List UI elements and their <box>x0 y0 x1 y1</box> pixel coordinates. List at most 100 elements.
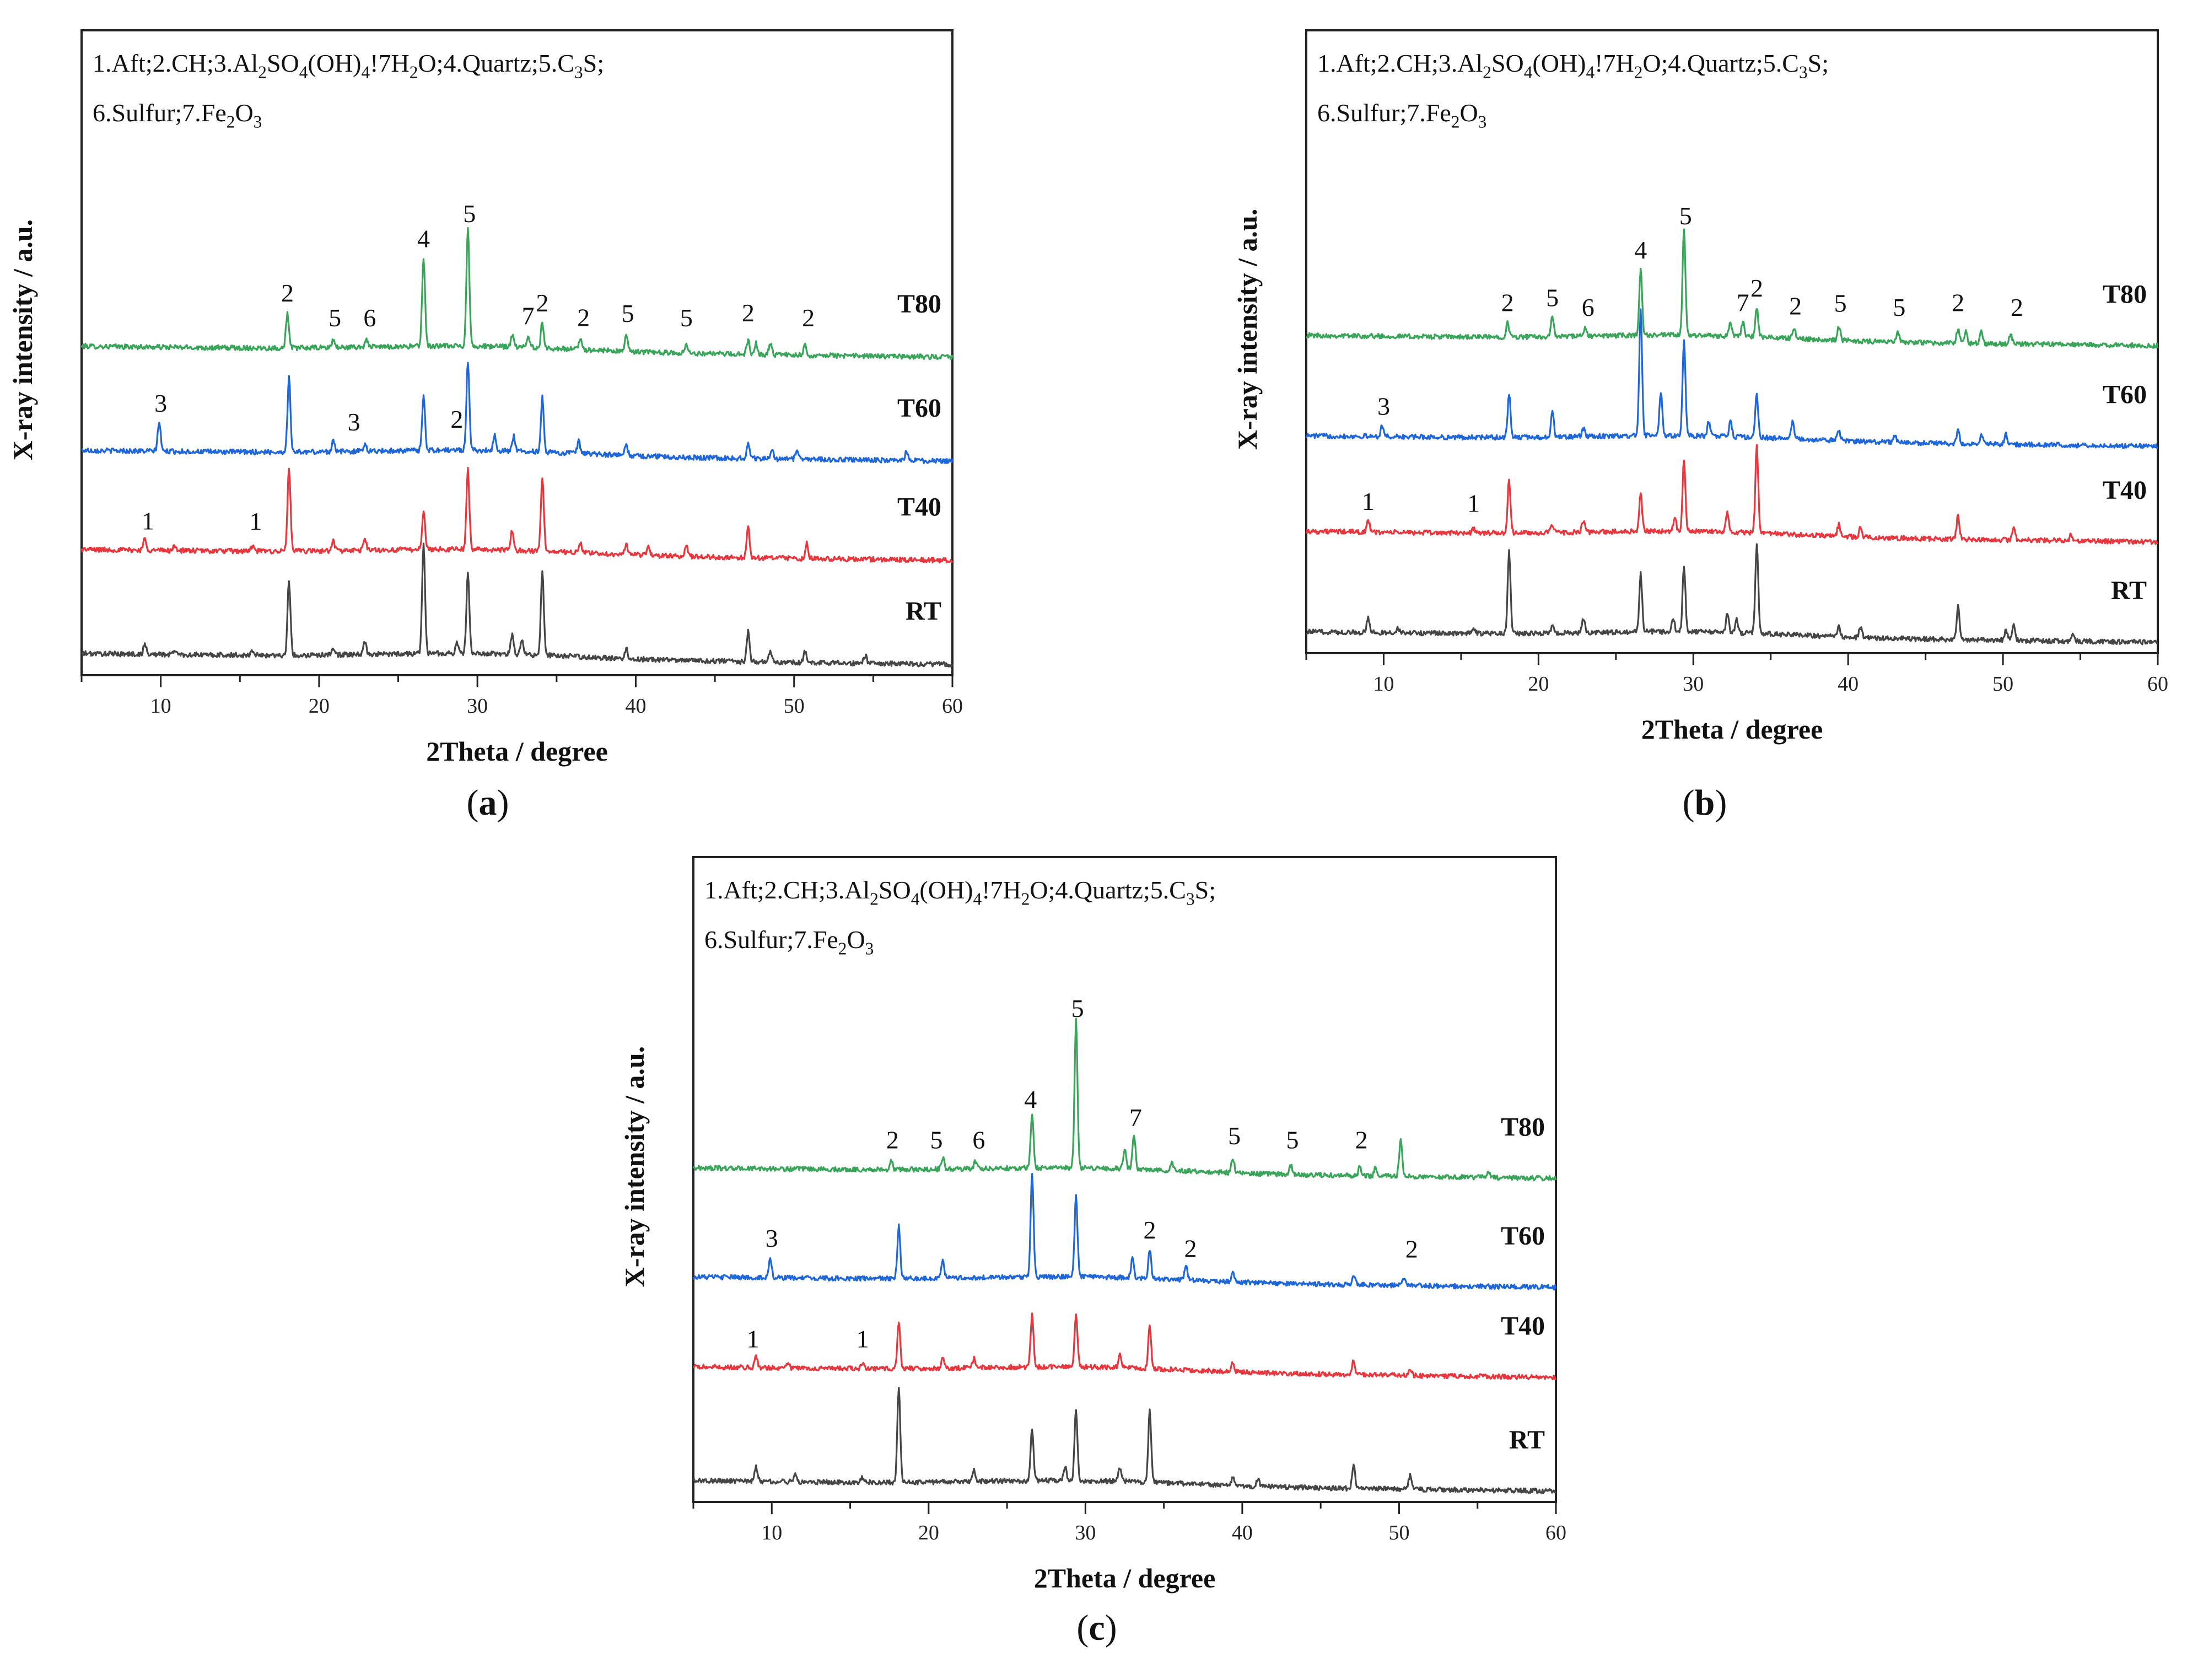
series-line-t40 <box>80 466 954 564</box>
peak-label: 3 <box>154 389 167 417</box>
peak-label: 5 <box>328 304 341 332</box>
peak-label: 2 <box>886 1126 899 1154</box>
plot-frame <box>1305 29 2159 654</box>
peak-label: 6 <box>972 1126 985 1154</box>
peak-label: 2 <box>536 289 548 317</box>
peak-label: 3 <box>766 1224 778 1252</box>
peak-label: 5 <box>1546 284 1559 312</box>
series-label-t80: T80 <box>1501 1112 1545 1141</box>
legend-line-1: 1.Aft;2.CH;3.Al2SO4(OH)4!7H2O;4.Quartz;5… <box>704 876 1216 909</box>
legend-line-1: 1.Aft;2.CH;3.Al2SO4(OH)4!7H2O;4.Quartz;5… <box>1317 49 1829 82</box>
series-label-t60: T60 <box>2103 380 2147 409</box>
x-tick-label: 50 <box>784 694 805 718</box>
series-line-t80 <box>1306 228 2159 349</box>
peak-label: 5 <box>463 200 476 228</box>
x-tick-label: 40 <box>1838 672 1859 696</box>
panel-caption: (c) <box>1076 1608 1117 1648</box>
peak-label: 7 <box>1737 288 1749 316</box>
x-tick-label: 40 <box>625 694 646 718</box>
peak-label: 5 <box>1071 994 1084 1022</box>
series-label-t40: T40 <box>1501 1311 1545 1340</box>
x-tick-label: 30 <box>1075 1521 1096 1544</box>
series-line-rt <box>80 542 954 668</box>
series-label-t80: T80 <box>2103 279 2147 309</box>
y-axis-title: X-ray intensity / a.u. <box>619 1046 650 1288</box>
legend-line-1: 1.Aft;2.CH;3.Al2SO4(OH)4!7H2O;4.Quartz;5… <box>93 49 604 82</box>
legend-line-2: 6.Sulfur;7.Fe2O3 <box>93 99 262 132</box>
peak-label: 5 <box>1893 293 1905 321</box>
peak-label: 2 <box>1952 288 1964 316</box>
x-tick-label: 10 <box>1373 672 1394 696</box>
chart-panel-b: 10 20 30 40 50 60 2Theta / degree X-ray intensi… <box>1232 29 2168 745</box>
peak-label: 5 <box>680 304 693 332</box>
peak-label: 7 <box>522 302 535 330</box>
series-line-rt <box>692 1386 1557 1494</box>
peak-label: 1 <box>1467 489 1480 518</box>
peak-label: 5 <box>1286 1126 1299 1154</box>
peak-label: 2 <box>802 304 815 332</box>
peak-label: 2 <box>1405 1235 1418 1263</box>
x-tick-label: 60 <box>2147 672 2168 696</box>
peak-label: 2 <box>1789 292 1802 320</box>
x-axis-title: 2Theta / degree <box>426 736 608 767</box>
peak-label: 5 <box>622 299 634 327</box>
series-label-rt: RT <box>2111 576 2147 605</box>
series-label-t80: T80 <box>897 289 941 319</box>
peak-label: 2 <box>577 304 590 332</box>
series-line-rt <box>1306 543 2158 645</box>
peak-label: 2 <box>1750 274 1763 302</box>
x-tick-label: 10 <box>150 694 171 718</box>
x-axis-title: 2Theta / degree <box>1034 1563 1216 1593</box>
series-line-t60 <box>1305 308 2158 449</box>
peak-label: 2 <box>1184 1235 1197 1263</box>
x-tick-label: 10 <box>761 1521 782 1544</box>
series-label-t40: T40 <box>2103 476 2147 505</box>
series-line-t60 <box>81 362 954 464</box>
peak-label: 6 <box>363 304 376 332</box>
x-tick-label: 50 <box>1388 1521 1409 1544</box>
peak-label: 5 <box>1679 202 1692 230</box>
peak-label: 5 <box>1834 289 1847 317</box>
series-line-t80 <box>80 227 954 360</box>
peak-label: 2 <box>742 299 755 327</box>
peak-label: 4 <box>1024 1085 1037 1113</box>
peak-label: 3 <box>1377 392 1390 420</box>
series-line-t40 <box>1305 444 2158 545</box>
x-axis-title: 2Theta / degree <box>1641 714 1823 745</box>
peak-label: 1 <box>250 507 262 535</box>
peak-label: 4 <box>417 224 430 252</box>
series-label-t60: T60 <box>1501 1221 1545 1251</box>
plot-frame <box>80 29 954 676</box>
peak-label: 2 <box>1501 288 1514 316</box>
peak-label: 3 <box>348 408 360 436</box>
x-tick-label: 30 <box>467 694 488 718</box>
x-tick-label: 30 <box>1683 672 1704 696</box>
peak-label: 5 <box>930 1126 943 1154</box>
peak-label: 1 <box>857 1325 869 1353</box>
x-tick-label: 60 <box>942 694 963 718</box>
legend-line-2: 6.Sulfur;7.Fe2O3 <box>704 925 874 959</box>
panel-caption: (a) <box>467 783 509 823</box>
series-line-t60 <box>692 1173 1557 1291</box>
y-axis-title: X-ray intensity / a.u. <box>1232 209 1263 450</box>
x-tick-label: 60 <box>1545 1521 1566 1544</box>
series-label-t40: T40 <box>897 493 941 522</box>
series-label-rt: RT <box>906 596 941 626</box>
x-tick-label: 20 <box>309 694 330 718</box>
peak-label: 2 <box>281 279 294 307</box>
panel-caption: (b) <box>1683 783 1727 823</box>
peak-label: 1 <box>747 1324 759 1353</box>
series-label-rt: RT <box>1509 1425 1545 1455</box>
peak-label: 6 <box>1582 293 1595 321</box>
x-tick-label: 20 <box>1528 672 1549 696</box>
series-line-t40 <box>693 1312 1557 1381</box>
plot-frame <box>692 856 1557 1503</box>
legend-line-2: 6.Sulfur;7.Fe2O3 <box>1317 99 1486 132</box>
series-line-t80 <box>692 1017 1557 1182</box>
peak-label: 7 <box>1129 1103 1142 1132</box>
x-tick-label: 40 <box>1232 1521 1253 1544</box>
peak-label: 2 <box>1144 1216 1156 1244</box>
peak-label: 1 <box>1362 487 1375 515</box>
chart-panel-a: 10 20 30 40 50 60 2Theta / degree X-ray intensi… <box>7 29 963 767</box>
